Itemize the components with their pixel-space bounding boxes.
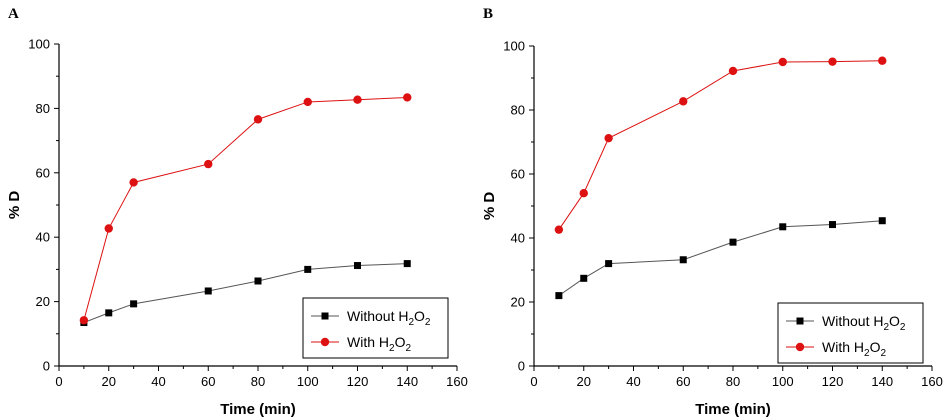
chart-a-x-tick-label: 100	[297, 374, 319, 389]
chart-a-series-without-h2o2-point	[204, 287, 212, 295]
chart-b-x-tick-label: 60	[676, 374, 690, 389]
chart-a-series-without-h2o2-line	[83, 263, 408, 323]
chart-a-legend-box	[302, 297, 449, 359]
chart-b-x-tick-label: 140	[871, 374, 893, 389]
chart-b-series-without-h2o2-point	[580, 274, 588, 282]
chart-b-legend-label: With H2O2	[822, 339, 886, 359]
chart-b-legend-circle-marker	[795, 342, 805, 352]
chart-b-series-with-h2o2-point	[728, 66, 738, 76]
chart-b-panel-letter: B	[483, 6, 493, 22]
chart-b-series-without-h2o2-point	[555, 292, 563, 300]
chart-a-series-without-h2o2-point	[254, 277, 262, 285]
chart-a-x-tick-label: 40	[151, 374, 165, 389]
chart-b-x-tick-label: 100	[772, 374, 794, 389]
chart-a-series-with-h2o2-point	[104, 224, 113, 233]
chart-a-series-with-h2o2-point	[353, 95, 362, 104]
chart-b-series-with-h2o2-point	[579, 189, 588, 198]
chart-b-y-tick-label: 100	[503, 39, 525, 54]
chart-a-series-with-h2o2-point	[403, 93, 412, 102]
chart-b-series-without-h2o2-point	[779, 223, 787, 231]
chart-b-y-tick-label: 0	[518, 359, 525, 374]
chart-a-y-tick-label: 60	[36, 165, 50, 180]
chart-b-y-tick-label: 60	[511, 167, 525, 182]
chart-b-legend-square-marker	[796, 317, 804, 325]
chart-a-legend: Without H2O2 With H2O2	[302, 297, 449, 359]
chart-b-legend-box	[777, 302, 924, 364]
chart-a-y-tick-label: 20	[36, 294, 50, 309]
chart-b-series-with-h2o2-line	[558, 60, 883, 230]
chart-a-legend-label: Without H2O2	[347, 308, 431, 328]
chart-a-series-with-h2o2-line	[83, 96, 408, 321]
chart-a-y-tick-label: 80	[36, 101, 50, 116]
chart-a-series-without-h2o2-point	[403, 260, 411, 268]
chart-b-x-tick-label: 120	[822, 374, 844, 389]
chart-b-y-tick-label: 80	[511, 103, 525, 118]
chart-a-x-tick-label: 0	[55, 374, 62, 389]
chart-b-series-with-h2o2-point	[828, 57, 837, 66]
chart-b-x-axis-label: Time (min)	[695, 401, 771, 418]
chart-b-series-without-h2o2-line	[558, 220, 883, 297]
chart-a-x-tick-label: 80	[251, 374, 265, 389]
chart-a-legend-circle-marker	[320, 337, 330, 347]
chart-a-legend-label: With H2O2	[347, 334, 411, 354]
chart-a-x-tick-label: 160	[446, 374, 468, 389]
chart-a-series-with-h2o2-point	[79, 316, 89, 325]
chart-b-x-tick-label: 80	[726, 374, 740, 389]
chart-a-panel-letter: A	[8, 6, 19, 22]
chart-b-legend: Without H2O2 With H2O2	[777, 302, 924, 364]
chart-b-series-with-h2o2-point	[554, 225, 564, 234]
chart-a-series-without-h2o2-point	[105, 309, 113, 317]
chart-a-x-tick-label: 20	[102, 374, 116, 389]
chart-a-y-tick-label: 100	[28, 37, 50, 52]
chart-b-series-without-h2o2-point	[829, 221, 836, 229]
chart-b-series-without-h2o2-point	[729, 238, 737, 246]
chart-a-series-with-h2o2-point	[303, 97, 312, 107]
chart-a-x-tick-label: 60	[201, 374, 215, 389]
chart-a-series-without-h2o2-point	[304, 265, 312, 273]
chart-a-legend-square-marker	[321, 312, 329, 320]
chart-a-x-tick-label: 140	[396, 374, 418, 389]
chart-b-y-axis-label: % D	[481, 192, 498, 221]
chart-a-y-tick-label: 40	[36, 230, 50, 245]
chart-a-series-without-h2o2-point	[130, 300, 138, 308]
chart-a-series-with-h2o2-point	[253, 115, 263, 124]
chart-a-x-tick-label: 120	[347, 374, 369, 389]
chart-b-x-tick-label: 0	[530, 374, 537, 389]
chart-b-x-tick-label: 20	[577, 374, 591, 389]
chart-b-legend-label: Without H2O2	[822, 313, 906, 333]
chart-a-y-tick-label: 0	[43, 359, 50, 374]
chart-b-series-with-h2o2-point	[778, 57, 787, 67]
chart-a-series-without-h2o2-point	[354, 262, 361, 270]
chart-a-series-with-h2o2-point	[204, 159, 213, 169]
chart-a-series-with-h2o2-point	[129, 178, 138, 187]
chart-b-y-tick-label: 20	[511, 295, 525, 310]
chart-b-series-without-h2o2-point	[679, 256, 687, 264]
chart-b-series-without-h2o2-point	[605, 260, 613, 268]
chart-b-series-with-h2o2-point	[878, 56, 887, 65]
chart-a-x-axis-label: Time (min)	[220, 401, 296, 418]
chart-a-y-axis-label: % D	[6, 191, 23, 220]
chart-b-series-with-h2o2-point	[604, 133, 613, 143]
chart-b-series-with-h2o2-point	[679, 97, 688, 106]
chart-b-series-without-h2o2-point	[878, 217, 886, 225]
chart-b-y-tick-label: 40	[511, 231, 525, 246]
chart-b-x-tick-label: 160	[921, 374, 943, 389]
chart-b-x-tick-label: 40	[626, 374, 640, 389]
